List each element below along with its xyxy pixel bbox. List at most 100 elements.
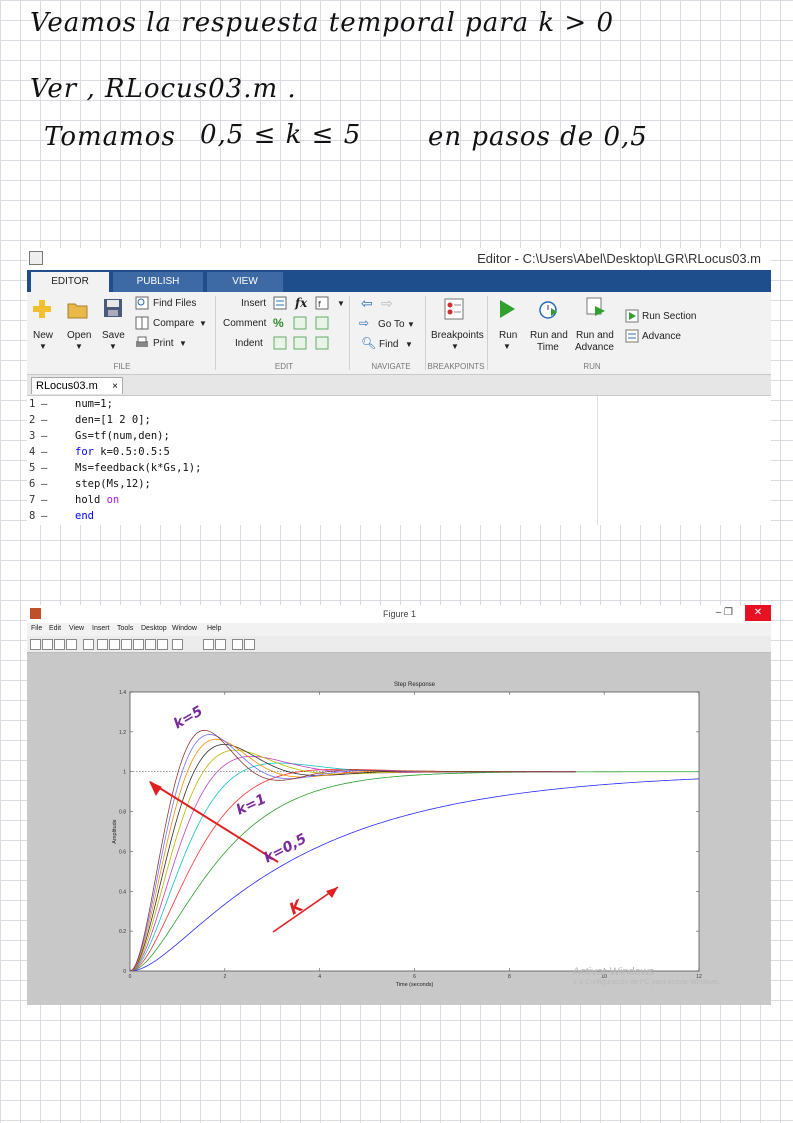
code-line[interactable]: 5– Ms=feedback(k*Gs,1); (27, 460, 767, 476)
compare-dropdown-icon[interactable]: ▼ (199, 319, 207, 328)
run-button[interactable]: Run (499, 330, 518, 341)
uncomment-icon[interactable] (293, 316, 307, 330)
run-section-button[interactable]: Run Section (642, 311, 697, 322)
compare-icon[interactable] (135, 316, 149, 330)
comment-button[interactable]: Comment (223, 318, 267, 329)
open-button[interactable]: Open (67, 330, 92, 341)
new-button[interactable]: New (33, 330, 54, 341)
menu-tools[interactable]: Tools (117, 625, 134, 632)
tab-publish[interactable]: PUBLISH (113, 272, 203, 292)
advance-button[interactable]: Advance (642, 331, 681, 342)
tab-editor[interactable]: EDITOR (31, 272, 109, 292)
print-figure-icon[interactable] (66, 639, 77, 650)
pan-icon[interactable] (121, 639, 132, 650)
compare-button[interactable]: Compare (153, 318, 195, 329)
step-response-plot[interactable]: Step Response Time (seconds) Amplitude 0 2 4 6… (27, 653, 771, 1005)
save-button[interactable]: Save (102, 330, 125, 341)
window-controls[interactable]: – ❐ (715, 607, 733, 618)
hide-plot-tools-icon[interactable] (232, 639, 243, 650)
insert-icon[interactable] (273, 296, 287, 310)
breakpoint-dash[interactable]: – (41, 462, 48, 474)
zoom-in-icon[interactable] (97, 639, 108, 650)
run-and-advance-icon[interactable] (585, 296, 607, 318)
run-and-advance-label-1[interactable]: Run and (576, 330, 614, 341)
save-dropdown-icon[interactable]: ▼ (109, 342, 117, 351)
advance-icon[interactable] (625, 329, 639, 343)
run-and-time-icon[interactable] (537, 298, 559, 320)
run-play-icon[interactable] (497, 298, 517, 320)
breakpoint-dash[interactable]: – (41, 510, 48, 522)
close-window-button[interactable]: ✕ (745, 605, 771, 621)
menu-help[interactable]: Help (207, 625, 222, 632)
code-line[interactable]: 2– den=[1 2 0]; (27, 412, 767, 428)
goto-dropdown-icon[interactable]: ▼ (407, 320, 415, 329)
wrap-comments-icon[interactable] (315, 316, 329, 330)
zoom-out-icon[interactable] (109, 639, 120, 650)
breakpoint-dash[interactable]: – (41, 430, 48, 442)
run-and-time-label-1[interactable]: Run and (530, 330, 568, 341)
run-section-icon[interactable] (625, 309, 639, 323)
print-dropdown-icon[interactable]: ▼ (179, 339, 187, 348)
comment-percent-icon[interactable]: % (273, 316, 284, 330)
goto-icon[interactable]: ⇨ (359, 316, 370, 330)
code-line[interactable]: 8– end (27, 508, 767, 524)
breakpoints-dropdown-icon[interactable]: ▼ (451, 342, 459, 351)
run-dropdown-icon[interactable]: ▼ (503, 342, 511, 351)
menu-window[interactable]: Window (172, 625, 197, 632)
print-button[interactable]: Print (153, 338, 174, 349)
open-dropdown-icon[interactable]: ▼ (75, 342, 83, 351)
indent-button[interactable]: Indent (235, 338, 263, 349)
breakpoint-dash[interactable]: – (41, 446, 48, 458)
insert-dropdown-icon[interactable]: ▼ (337, 299, 345, 308)
find-files-button[interactable]: Find Files (153, 298, 197, 309)
find-button[interactable]: Find (379, 339, 399, 350)
breakpoints-button[interactable]: Breakpoints (431, 330, 484, 341)
increase-indent-icon[interactable] (293, 336, 307, 350)
edit-plot-icon[interactable] (83, 639, 94, 650)
brush-icon[interactable] (157, 639, 168, 650)
tab-view[interactable]: VIEW (207, 272, 283, 292)
run-and-time-label-2[interactable]: Time (537, 342, 559, 353)
code-line[interactable]: 3– Gs=tf(num,den); (27, 428, 767, 444)
close-tab-icon[interactable]: × (112, 381, 118, 392)
menu-view[interactable]: View (69, 625, 85, 632)
rotate-3d-icon[interactable] (133, 639, 144, 650)
find-dropdown-icon[interactable]: ▼ (405, 340, 413, 349)
menu-desktop[interactable]: Desktop (141, 625, 167, 632)
breakpoints-icon[interactable] (443, 298, 465, 320)
show-plot-tools-icon[interactable] (244, 639, 255, 650)
find-files-icon[interactable] (135, 296, 149, 310)
breakpoint-dash[interactable]: – (41, 478, 48, 490)
colorbar-icon[interactable] (203, 639, 214, 650)
insert-button[interactable]: Insert (241, 298, 267, 309)
new-dropdown-icon[interactable]: ▼ (39, 342, 47, 351)
code-editor[interactable]: 1– num=1; 2– den=[1 2 0]; 3– Gs=tf(num,den); 4… (27, 396, 771, 525)
new-figure-icon[interactable] (30, 639, 41, 650)
breakpoint-dash[interactable]: – (41, 414, 48, 426)
find-search-icon[interactable]: 🔍︎ (361, 336, 377, 350)
code-line[interactable]: 1– num=1; (27, 396, 767, 412)
document-tab-rlocus03[interactable]: RLocus03.m × (31, 377, 123, 394)
menu-edit[interactable]: Edit (49, 625, 62, 632)
goto-button[interactable]: Go To (378, 319, 405, 330)
menu-insert[interactable]: Insert (92, 625, 110, 632)
link-plot-icon[interactable] (172, 639, 183, 650)
data-cursor-icon[interactable] (145, 639, 156, 650)
decrease-indent-icon[interactable] (315, 336, 329, 350)
open-folder-icon[interactable] (67, 300, 89, 320)
print-icon[interactable] (135, 336, 149, 350)
smart-indent-icon[interactable] (273, 336, 287, 350)
legend-icon[interactable] (215, 639, 226, 650)
back-arrow-icon[interactable]: ⇦ (361, 295, 373, 311)
fx-button[interactable]: fx (295, 296, 308, 310)
code-line[interactable]: 4– for k=0.5:0.5:5 (27, 444, 767, 460)
insert-function-icon[interactable]: f (315, 296, 329, 310)
breakpoint-dash[interactable]: – (41, 398, 48, 410)
code-line[interactable]: 7– hold on (27, 492, 767, 508)
code-line[interactable]: 6– step(Ms,12); (27, 476, 767, 492)
breakpoint-dash[interactable]: – (41, 494, 48, 506)
open-file-icon[interactable] (42, 639, 53, 650)
run-and-advance-label-2[interactable]: Advance (575, 342, 614, 353)
save-figure-icon[interactable] (54, 639, 65, 650)
menu-file[interactable]: File (31, 625, 43, 632)
